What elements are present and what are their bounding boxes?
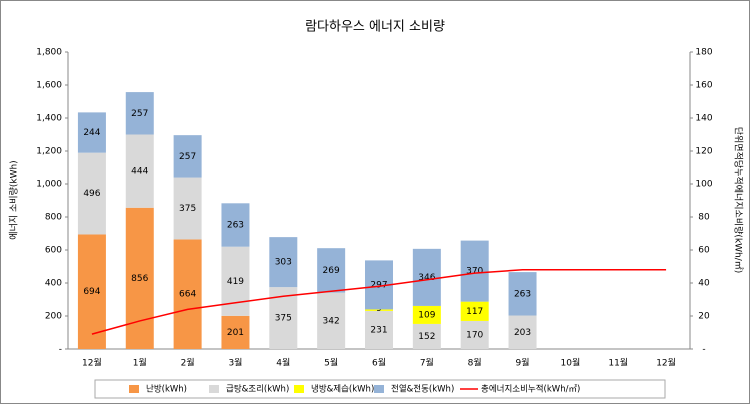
y-tick-label: 1,600 xyxy=(36,81,62,91)
legend-swatch xyxy=(374,385,384,393)
legend-swatch xyxy=(129,385,139,393)
data-label: 170 xyxy=(466,330,483,340)
x-tick-label: 12월 xyxy=(656,357,676,369)
y-tick-label: 1,200 xyxy=(36,147,62,157)
y-tick-label: 200 xyxy=(45,312,62,322)
data-label: 297 xyxy=(370,280,387,290)
y2-tick-label: 180 xyxy=(695,48,712,58)
data-label: 375 xyxy=(275,314,292,324)
bar-segment xyxy=(412,323,441,349)
bar-segment xyxy=(77,152,106,235)
y-tick-label: 600 xyxy=(45,246,62,256)
x-tick-label: 5월 xyxy=(324,357,338,369)
bar-segment xyxy=(460,320,489,349)
bar-segment xyxy=(173,239,202,349)
legend-label: 난방(kWh) xyxy=(146,384,187,395)
y2-tick-label: 120 xyxy=(695,147,712,157)
data-label: 303 xyxy=(275,258,292,268)
data-label: 263 xyxy=(227,221,244,231)
y-tick-label: 1,000 xyxy=(36,180,62,190)
legend-label: 총에너지소비누적(kWh/㎡) xyxy=(481,384,580,395)
data-label: 419 xyxy=(227,277,244,287)
bar-segment xyxy=(269,237,298,288)
x-tick-label: 8월 xyxy=(468,357,482,369)
legend-label: 냉방&제습(kWh) xyxy=(311,384,374,395)
x-tick-label: 4월 xyxy=(276,357,290,369)
data-label: 346 xyxy=(418,273,435,283)
y2-tick-label: 40 xyxy=(698,279,710,289)
x-tick-label: 10월 xyxy=(561,357,581,369)
bar-segment xyxy=(508,315,537,349)
data-label: 342 xyxy=(323,316,340,326)
data-label: 257 xyxy=(131,109,148,119)
bar-segment xyxy=(365,309,393,311)
y-tick-label: 400 xyxy=(45,279,62,289)
bar-segment xyxy=(221,315,250,349)
y2-tick-label: 140 xyxy=(695,114,712,124)
y2-tick-label: - xyxy=(702,345,705,355)
data-label: 375 xyxy=(179,204,196,214)
y2-tick-label: 160 xyxy=(695,81,712,91)
bar-segment xyxy=(460,301,489,321)
x-tick-label: 7월 xyxy=(420,357,434,369)
data-label: 664 xyxy=(179,290,196,300)
bar-segment xyxy=(125,92,154,135)
x-tick-label: 9월 xyxy=(516,357,530,369)
line xyxy=(91,269,667,335)
data-label: 117 xyxy=(466,307,483,317)
legend-label: 전열&전동(kWh) xyxy=(391,384,454,395)
bar-segment xyxy=(412,248,441,306)
y-axis-title: 에너지 소비량(kWh) xyxy=(8,160,20,239)
x-tick-label: 1월 xyxy=(133,357,147,369)
legend-swatch xyxy=(294,385,304,393)
x-tick-label: 12월 xyxy=(82,357,102,369)
bar-segment xyxy=(125,207,154,349)
bar-segment xyxy=(460,240,489,302)
data-label: 694 xyxy=(83,287,100,297)
x-tick-label: 3월 xyxy=(228,357,242,369)
x-tick-label: 2월 xyxy=(181,357,195,369)
bar-segment xyxy=(365,310,393,349)
bar-segment xyxy=(125,134,154,208)
chart-title: 람다하우스 에너지 소비량 xyxy=(305,20,445,35)
bar-segment xyxy=(508,272,537,316)
y-tick-label: 1,400 xyxy=(36,114,62,124)
bar-segment xyxy=(317,292,346,349)
data-label: 203 xyxy=(514,328,531,338)
data-label: 109 xyxy=(418,310,435,320)
x-tick-label: 11월 xyxy=(608,357,628,369)
data-label: 231 xyxy=(370,325,387,335)
y2-tick-label: 80 xyxy=(698,213,710,223)
legend-swatch xyxy=(209,385,219,393)
bar-segment xyxy=(77,112,106,153)
bar-segment xyxy=(412,305,441,324)
y-tick-label: - xyxy=(59,345,62,355)
data-label: 152 xyxy=(418,332,435,342)
y2-tick-label: 60 xyxy=(698,246,710,256)
data-label: 496 xyxy=(83,189,100,199)
data-label: 370 xyxy=(466,267,483,277)
data-label: 263 xyxy=(514,289,531,299)
data-label: 444 xyxy=(131,167,148,177)
y-tick-label: 800 xyxy=(45,213,62,223)
x-tick-label: 6월 xyxy=(372,357,386,369)
bar-segment xyxy=(173,135,202,178)
bar-segment xyxy=(173,177,202,240)
bar-segment xyxy=(77,234,106,349)
bar-segment xyxy=(317,248,346,293)
y-tick-label: 1,800 xyxy=(36,48,62,58)
data-label: 244 xyxy=(83,128,100,138)
y2-tick-label: 20 xyxy=(698,312,710,322)
bar-segment xyxy=(221,203,250,247)
data-label: 269 xyxy=(323,266,340,276)
data-label: 856 xyxy=(131,274,148,284)
y2-axis-title: 단위면적당누적에너지소비량(kWh/㎡) xyxy=(733,127,745,274)
y2-tick-label: 100 xyxy=(695,180,712,190)
data-label: 201 xyxy=(227,328,244,338)
legend-label: 급탕&조리(kWh) xyxy=(226,384,289,395)
data-label: 257 xyxy=(179,152,196,162)
